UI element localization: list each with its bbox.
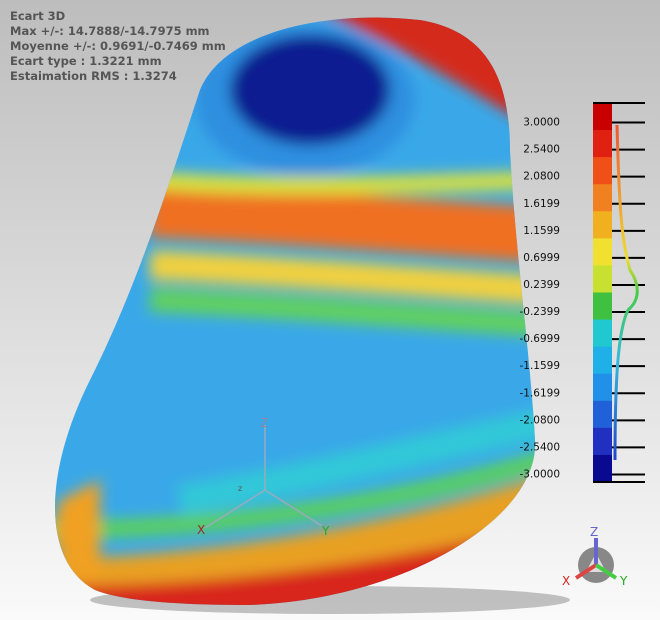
axis-label: X	[197, 523, 205, 537]
scale-swatch	[593, 373, 612, 402]
scale-label: -2.5400	[519, 441, 560, 453]
scale-label: 3.0000	[523, 117, 560, 129]
scale-swatch	[593, 211, 612, 239]
scale-label: -0.2399	[519, 306, 560, 318]
scale-swatch	[593, 265, 612, 293]
scale-label: 0.2399	[523, 279, 560, 291]
gizmo-label: Z	[590, 525, 598, 539]
axis-label: Y	[321, 524, 330, 538]
scale-swatch	[593, 346, 612, 375]
stat-line: Estaimation RMS : 1.3274	[10, 69, 177, 83]
scale-swatch	[593, 427, 612, 456]
axis-label: Z	[260, 416, 268, 430]
orientation-gizmo: Z X Y	[562, 525, 628, 588]
header: Ecart 3D Max +/-: 14.7888/-14.7975 mm Mo…	[10, 9, 226, 83]
gizmo-label: Y	[619, 574, 628, 588]
histogram-curve	[613, 124, 639, 461]
axis-label: z	[238, 484, 242, 493]
scale-label: -2.0800	[519, 414, 560, 426]
scale-swatch	[593, 238, 612, 266]
axis-triad	[204, 425, 323, 529]
scale-swatch	[593, 103, 612, 131]
scale-swatch	[593, 292, 612, 321]
scale-label: 2.5400	[523, 144, 560, 156]
scale-label: 2.0800	[523, 171, 560, 183]
stat-line: Moyenne +/-: 0.9691/-0.7469 mm	[10, 39, 226, 53]
scale-swatch	[593, 400, 612, 429]
scale-swatch	[593, 184, 612, 212]
stat-line: Max +/-: 14.7888/-14.7975 mm	[10, 24, 210, 38]
scale-swatch	[593, 319, 612, 348]
scale-label: -3.0000	[519, 468, 560, 480]
scale-swatch	[593, 157, 612, 185]
color-scale: 3.0000 2.5400 2.0800 1.6199 1.1599 0.6999 0.23…	[519, 102, 645, 483]
scale-label: -1.6199	[519, 387, 560, 399]
scale-swatch	[593, 454, 612, 483]
scale-label: 1.6199	[523, 198, 560, 210]
scale-swatch	[593, 130, 612, 158]
title: Ecart 3D	[10, 9, 65, 23]
scale-label: 1.1599	[523, 225, 560, 237]
scale-label: 0.6999	[523, 252, 560, 264]
gizmo-label: X	[562, 574, 570, 588]
scale-label: -0.6999	[519, 333, 560, 345]
scale-label: -1.1599	[519, 360, 560, 372]
stat-line: Ecart type : 1.3221 mm	[10, 54, 162, 68]
axis-triad-labels: Z X Y z	[197, 416, 330, 538]
